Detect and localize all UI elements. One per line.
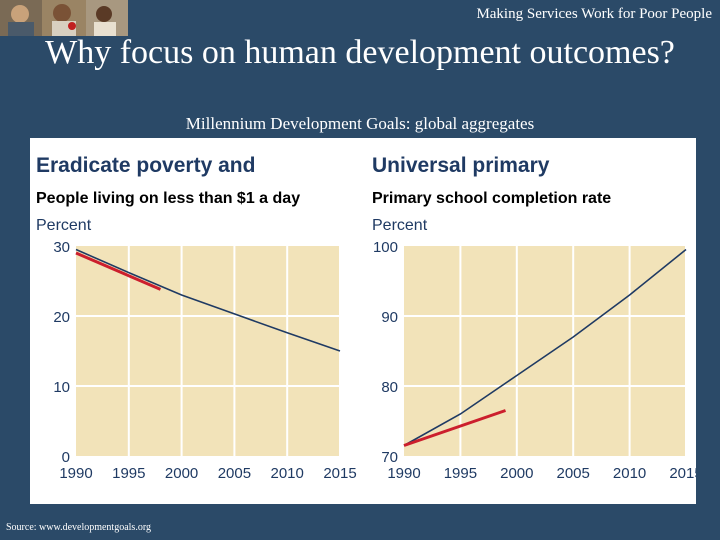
x-tick-label: 1995 bbox=[444, 465, 477, 482]
series-line-target bbox=[75, 248, 341, 352]
y-tick-label: 0 bbox=[62, 449, 70, 466]
y-axis-label: Percent bbox=[36, 217, 92, 234]
chart-heading: Eradicate poverty and bbox=[36, 154, 255, 177]
chart-title: People living on less than $1 a day bbox=[36, 190, 300, 207]
y-tick-label: 100 bbox=[373, 239, 398, 256]
series-line-actual bbox=[403, 409, 507, 447]
slide-subtitle: Millennium Development Goals: global agg… bbox=[185, 114, 535, 133]
series-line-actual bbox=[75, 251, 162, 291]
photo-strip bbox=[0, 0, 128, 36]
chart-panel: Eradicate poverty and People living on le… bbox=[30, 138, 703, 504]
y-axis-label: Percent bbox=[372, 217, 428, 234]
y-tick-label: 30 bbox=[53, 239, 70, 256]
y-tick-label: 80 bbox=[381, 379, 398, 396]
x-tick-label: 2005 bbox=[557, 465, 590, 482]
series-line-target bbox=[403, 248, 687, 447]
charts-svg: Eradicate poverty and People living on le… bbox=[36, 154, 703, 482]
chart-title: Primary school completion rate bbox=[372, 190, 611, 207]
y-tick-label: 10 bbox=[53, 379, 70, 396]
y-tick-label: 90 bbox=[381, 309, 398, 326]
chart-1: Eradicate poverty and People living on le… bbox=[36, 154, 357, 482]
chart-2: Universal primary Primary school completi… bbox=[372, 154, 703, 482]
y-tick-label: 20 bbox=[53, 309, 70, 326]
x-tick-label: 2000 bbox=[165, 465, 198, 482]
slide-title: Why focus on human development outcomes? bbox=[45, 34, 675, 71]
x-tick-label: 2015 bbox=[669, 465, 696, 482]
x-tick-label: 2015 bbox=[323, 465, 356, 482]
x-tick-label: 2005 bbox=[218, 465, 251, 482]
source-note: Source: www.developmentgoals.org bbox=[6, 522, 151, 533]
x-tick-label: 2010 bbox=[613, 465, 646, 482]
x-tick-label: 2000 bbox=[500, 465, 533, 482]
header-text: Making Services Work for Poor People bbox=[476, 6, 712, 22]
x-tick-label: 1995 bbox=[112, 465, 145, 482]
x-tick-label: 1990 bbox=[59, 465, 92, 482]
photo-collage bbox=[0, 0, 128, 36]
x-tick-label: 1990 bbox=[387, 465, 420, 482]
chart-heading: Universal primary bbox=[372, 154, 550, 177]
y-tick-label: 70 bbox=[381, 449, 398, 466]
x-tick-label: 2010 bbox=[271, 465, 304, 482]
plot-area bbox=[76, 246, 340, 456]
plot-area bbox=[404, 246, 686, 456]
